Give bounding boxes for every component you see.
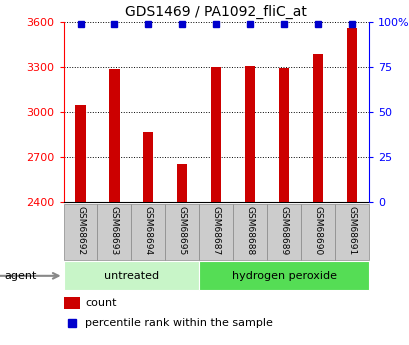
Text: GSM68691: GSM68691 — [347, 206, 356, 256]
Text: GSM68690: GSM68690 — [313, 206, 322, 256]
Bar — [245, 66, 255, 202]
Bar — [199, 261, 368, 290]
Text: GSM68694: GSM68694 — [144, 206, 153, 256]
Text: GSM68692: GSM68692 — [76, 206, 85, 256]
Text: GSM68693: GSM68693 — [110, 206, 119, 256]
Bar — [109, 69, 119, 202]
Bar — [75, 105, 85, 202]
Text: agent: agent — [4, 271, 36, 281]
Text: GSM68695: GSM68695 — [178, 206, 187, 256]
Text: GSM68688: GSM68688 — [245, 206, 254, 256]
Bar — [165, 204, 199, 260]
Text: percentile rank within the sample: percentile rank within the sample — [85, 318, 272, 327]
Bar — [63, 204, 97, 260]
Text: hydrogen peroxide: hydrogen peroxide — [231, 271, 336, 281]
Bar — [334, 204, 368, 260]
Bar — [211, 67, 221, 202]
Bar — [312, 54, 322, 202]
Bar — [267, 204, 300, 260]
Bar — [63, 297, 80, 309]
Bar — [131, 204, 165, 260]
Bar — [199, 204, 233, 260]
Bar — [97, 204, 131, 260]
Text: count: count — [85, 298, 116, 308]
Bar — [346, 28, 356, 202]
Title: GDS1469 / PA1092_fliC_at: GDS1469 / PA1092_fliC_at — [125, 4, 306, 19]
Bar — [177, 165, 187, 202]
Text: untreated: untreated — [103, 271, 159, 281]
Bar — [300, 204, 334, 260]
Text: GSM68687: GSM68687 — [211, 206, 220, 256]
Text: GSM68689: GSM68689 — [279, 206, 288, 256]
Bar — [233, 204, 267, 260]
Bar — [279, 68, 288, 202]
Bar — [63, 261, 199, 290]
Bar — [143, 131, 153, 202]
